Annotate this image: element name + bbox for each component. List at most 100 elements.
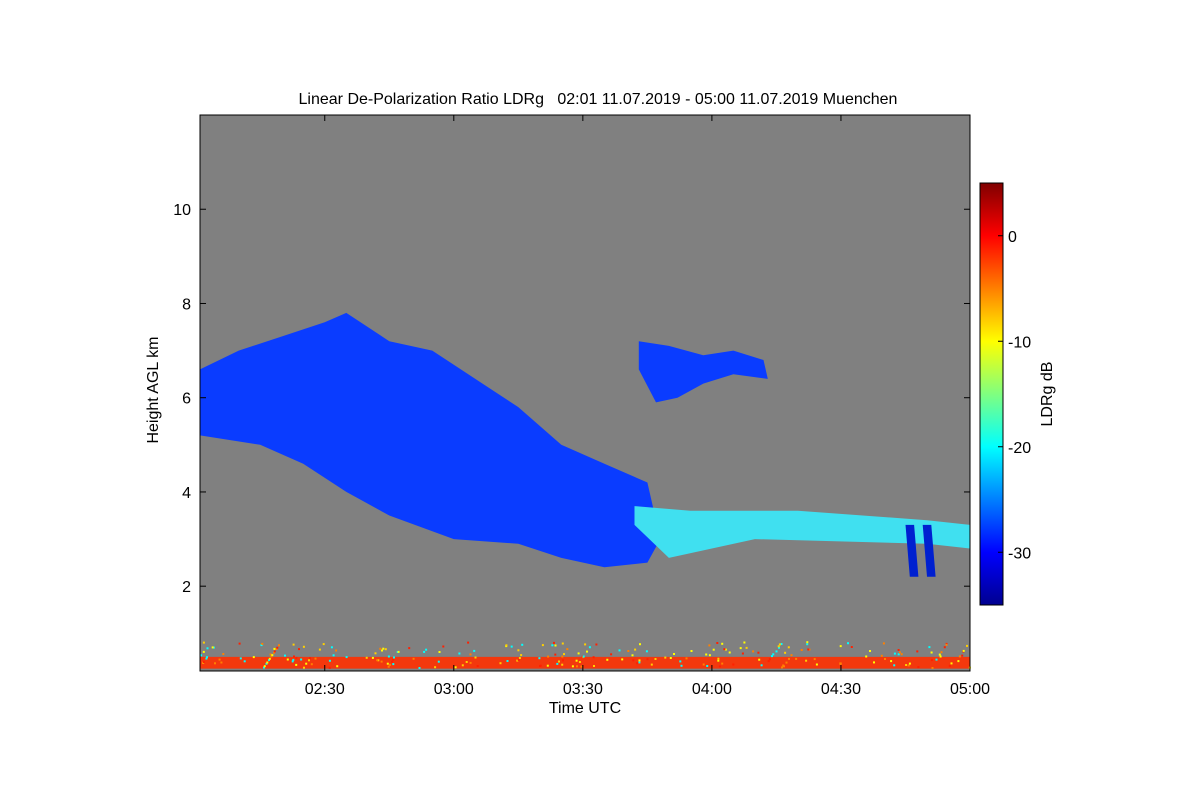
clutter-speck [563,653,565,656]
clutter-speck [200,654,203,657]
clutter-speck [897,653,900,656]
clutter-speck [202,641,205,644]
clutter-speck [211,646,214,649]
clutter-speck [386,662,389,665]
clutter-speck [805,659,808,662]
clutter-speck [632,659,635,662]
clutter-speck [966,644,968,647]
y-tick-label: 4 [182,485,191,502]
clutter-speck [442,645,445,648]
clutter-speck [300,658,303,661]
colorbar-tick-label: -30 [1008,545,1031,562]
clutter-speck [610,653,613,656]
clutter-speck [916,650,919,653]
colorbar [979,182,1004,606]
y-tick-label: 8 [182,296,191,313]
clutter-speck [476,665,479,667]
clutter-speck [758,658,761,661]
clutter-speck [588,646,591,649]
clutter-speck [939,655,942,658]
clutter-speck [577,652,580,655]
x-tick-label: 05:00 [950,681,990,698]
clutter-speck [392,663,395,666]
clutter-speck [392,658,395,661]
clutter-speck [807,648,810,651]
clutter-speck [293,655,295,658]
clutter-speck [900,653,903,656]
clutter-speck [292,643,295,646]
clutter-speck [547,655,550,658]
clutter-speck [391,660,393,663]
clutter-speck [627,650,630,652]
clutter-speck [728,651,731,654]
colorbar-tick-label: -10 [1008,334,1031,351]
clutter-speck [884,658,886,660]
clutter-speck [505,644,508,647]
clutter-speck [631,654,634,657]
clutter-speck [645,650,648,653]
clutter-speck [705,653,708,656]
clutter-speck [562,659,564,662]
clutter-speck [950,662,953,665]
feature-fall-streak-1 [905,524,919,577]
clutter-speck [690,650,693,652]
clutter-speck [554,653,557,656]
clutter-speck [412,657,415,660]
clutter-speck [546,664,549,667]
x-tick-label: 04:30 [821,681,861,698]
clutter-speck [717,659,720,662]
clutter-speck [556,662,559,665]
clutter-speck [393,656,395,659]
cloud-features [200,312,970,669]
clutter-speck [377,659,380,662]
clutter-speck [767,660,770,663]
clutter-speck [785,661,788,664]
clutter-speck [469,661,472,664]
clutter-speck [263,665,266,668]
clutter-speck [268,657,271,660]
clutter-speck [907,664,910,667]
clutter-speck [328,659,331,662]
clutter-speck [286,658,289,661]
clutter-speck [554,644,557,647]
y-tick-label: 6 [182,391,191,408]
clutter-speck [850,646,853,648]
y-axis-label: Height AGL km [145,336,162,443]
colorbar-tick-label: 0 [1008,229,1017,246]
clutter-speck [905,664,908,666]
clutter-speck [561,655,564,658]
clutter-speck [839,662,842,665]
clutter-speck [305,662,308,665]
clutter-speck [467,641,470,644]
clutter-speck [469,653,472,656]
clutter-speck [806,643,809,646]
clutter-speck [275,648,278,650]
y-tick-label: 2 [182,579,191,596]
clutter-speck [499,662,502,665]
clutter-speck [679,660,682,663]
clutter-speck [893,652,896,655]
clutter-speck [578,661,581,663]
clutter-speck [465,661,468,663]
clutter-speck [721,662,724,665]
x-axis-label: Time UTC [549,700,621,717]
clutter-speck [222,653,225,655]
clutter-speck [518,657,521,659]
clutter-speck [205,657,208,660]
clutter-speck [784,651,787,654]
clutter-speck [437,660,440,663]
feature-fall-streak-2 [922,524,936,577]
clutter-speck [869,650,871,652]
clutter-speck [580,665,583,668]
clutter-speck [214,662,216,665]
clutter-speck [558,660,560,663]
clutter-speck [202,661,205,664]
clutter-speck [957,660,960,663]
clutter-speck [638,661,641,664]
clutter-speck [292,658,295,661]
clutter-speck [380,660,383,663]
clutter-speck [374,652,377,655]
clutter-speck [931,667,934,669]
clutter-speck [206,656,208,659]
clutter-speck [365,656,368,659]
